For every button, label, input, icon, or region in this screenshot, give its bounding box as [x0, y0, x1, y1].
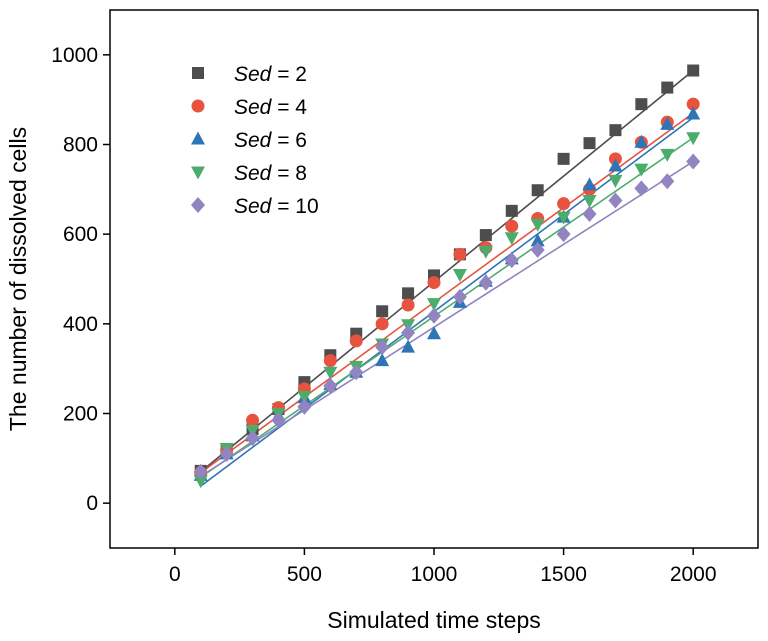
data-points — [193, 64, 701, 489]
y-axis: 0 200 400 600 800 1000 — [51, 44, 110, 515]
fit-line — [200, 137, 694, 478]
y-tick-label: 400 — [63, 313, 98, 336]
data-point — [687, 64, 700, 77]
data-point — [582, 177, 597, 191]
data-point — [608, 158, 623, 172]
data-point — [323, 366, 338, 380]
data-point — [427, 307, 441, 324]
data-point — [297, 398, 312, 415]
data-point — [634, 134, 649, 148]
legend-marker — [191, 166, 205, 180]
data-point — [323, 377, 338, 394]
data-point — [193, 475, 208, 489]
x-axis-label: Simulated time steps — [327, 607, 540, 633]
data-point — [557, 152, 570, 165]
y-axis-label: The number of dissolved cells — [5, 127, 31, 431]
legend-label: Sed = 8 — [234, 162, 307, 185]
data-point — [530, 218, 545, 232]
data-point — [478, 274, 493, 291]
data-point — [635, 98, 648, 111]
data-point — [530, 241, 545, 258]
data-point — [375, 339, 390, 356]
data-point — [452, 288, 467, 305]
y-tick-label: 800 — [63, 134, 98, 157]
legend-label: Sed = 10 — [234, 195, 319, 218]
data-point — [686, 132, 701, 146]
legend-marker — [191, 131, 205, 145]
data-point — [323, 354, 337, 368]
data-point — [608, 174, 623, 188]
data-point — [661, 81, 674, 94]
data-point — [401, 298, 415, 312]
data-point — [375, 317, 389, 331]
data-point — [271, 412, 286, 429]
data-point — [634, 163, 649, 177]
data-point — [349, 364, 364, 381]
y-tick-label: 200 — [63, 403, 98, 426]
data-point — [479, 229, 492, 242]
data-point — [686, 106, 701, 120]
data-point — [401, 339, 416, 353]
y-tick-label: 0 — [86, 492, 98, 515]
data-point — [609, 124, 622, 137]
fit-line — [200, 160, 694, 477]
data-point — [505, 219, 519, 233]
data-point — [530, 233, 545, 247]
data-point — [660, 116, 675, 130]
legend-marker — [191, 197, 205, 213]
data-point — [376, 305, 389, 318]
x-tick-label: 1500 — [540, 563, 587, 586]
x-tick-label: 1000 — [411, 563, 458, 586]
data-point — [505, 204, 518, 217]
x-tick-label: 0 — [169, 563, 181, 586]
legend-label: Sed = 6 — [234, 129, 307, 152]
x-axis: 0 500 1000 1500 2000 — [169, 548, 717, 586]
data-point — [582, 195, 597, 209]
data-point — [582, 205, 597, 222]
data-point — [219, 445, 234, 462]
data-point — [427, 276, 441, 290]
data-point — [401, 324, 416, 341]
data-point — [556, 211, 571, 225]
data-point — [686, 153, 701, 170]
data-point — [245, 430, 260, 447]
data-point — [686, 97, 700, 111]
data-point — [478, 245, 493, 259]
data-point — [193, 463, 208, 480]
x-tick-label: 500 — [287, 563, 322, 586]
data-point — [375, 353, 390, 367]
data-point — [246, 413, 260, 427]
data-point — [427, 298, 441, 312]
x-tick-label: 2000 — [670, 563, 717, 586]
data-point — [608, 192, 623, 209]
data-point — [556, 226, 571, 243]
legend-marker — [192, 67, 204, 79]
data-point — [427, 326, 441, 340]
data-point — [504, 232, 519, 246]
legend-label: Sed = 2 — [234, 63, 307, 86]
y-tick-label: 1000 — [51, 44, 98, 67]
data-point — [349, 334, 363, 348]
legend-label: Sed = 4 — [234, 96, 307, 119]
data-point — [557, 197, 571, 211]
data-point — [453, 247, 467, 261]
data-point — [531, 184, 544, 197]
data-point — [297, 390, 312, 404]
data-point — [504, 252, 519, 269]
data-point — [634, 180, 649, 197]
legend: Sed = 2 Sed = 4 Sed = 6 Sed = 8 Sed = 10 — [191, 63, 319, 218]
legend-marker — [191, 99, 205, 113]
data-point — [452, 269, 467, 283]
data-point — [402, 287, 415, 300]
y-tick-label: 600 — [63, 223, 98, 246]
data-point — [583, 137, 596, 150]
data-point — [660, 173, 675, 190]
data-point — [660, 148, 675, 162]
